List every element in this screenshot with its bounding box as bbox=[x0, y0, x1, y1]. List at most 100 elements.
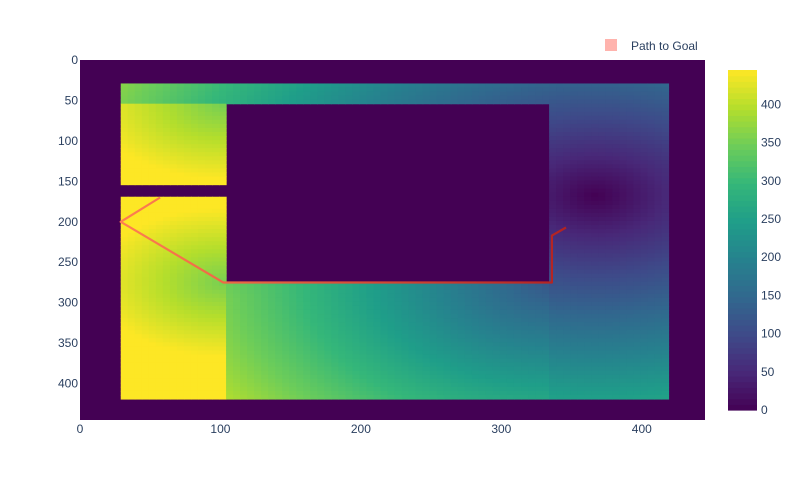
heatmap-cell bbox=[233, 374, 241, 380]
heatmap-cell bbox=[563, 136, 571, 141]
heatmap-cell bbox=[478, 330, 487, 335]
heatmap-cell bbox=[282, 330, 290, 335]
heatmap-cell bbox=[261, 366, 269, 372]
heatmap-cell bbox=[436, 326, 445, 331]
heatmap-cell bbox=[197, 394, 206, 400]
heatmap-cell bbox=[443, 314, 452, 319]
colorbar-band bbox=[728, 75, 757, 82]
heatmap-cell bbox=[120, 285, 129, 291]
heatmap-cell bbox=[120, 132, 129, 137]
heatmap-cell bbox=[190, 386, 199, 392]
heatmap-cell bbox=[261, 338, 269, 343]
heatmap-cell bbox=[190, 289, 199, 295]
heatmap-cell bbox=[373, 322, 382, 327]
heatmap-cell bbox=[521, 374, 529, 380]
heatmap-cell bbox=[303, 293, 311, 299]
heatmap-cell bbox=[612, 301, 620, 307]
heatmap-cell bbox=[626, 220, 634, 226]
heatmap-cell bbox=[535, 338, 543, 343]
heatmap-cell bbox=[212, 322, 220, 327]
heatmap-cell bbox=[654, 208, 663, 214]
heatmap-cell bbox=[633, 160, 641, 165]
heatmap-cell bbox=[584, 249, 592, 254]
heatmap-cell bbox=[141, 350, 150, 356]
heatmap-cell bbox=[247, 358, 255, 364]
heatmap-cell bbox=[499, 362, 508, 368]
heatmap-cell bbox=[654, 115, 663, 121]
heatmap-cell bbox=[640, 188, 649, 194]
heatmap-cell bbox=[464, 390, 473, 396]
heatmap-cell bbox=[190, 354, 199, 360]
heatmap-cell bbox=[148, 386, 157, 392]
heatmap-cell bbox=[162, 225, 171, 230]
heatmap-cell bbox=[640, 111, 649, 117]
heatmap-cell bbox=[176, 314, 185, 319]
heatmap-cell bbox=[127, 241, 136, 246]
heatmap-cell bbox=[155, 208, 164, 214]
heatmap-cell bbox=[120, 208, 129, 214]
heatmap-cell bbox=[366, 394, 375, 400]
heatmap-cell bbox=[127, 220, 136, 226]
heatmap-cell bbox=[436, 382, 445, 388]
heatmap-cell bbox=[513, 334, 522, 339]
heatmap-cell bbox=[633, 144, 641, 149]
heatmap-cell bbox=[120, 350, 129, 356]
heatmap-cell bbox=[521, 301, 529, 307]
heatmap-cell bbox=[148, 277, 157, 283]
heatmap-cell bbox=[528, 91, 536, 97]
heatmap-cell bbox=[148, 103, 157, 109]
heatmap-cell bbox=[640, 95, 649, 101]
heatmap-cell bbox=[457, 390, 466, 396]
heatmap-cell bbox=[247, 326, 255, 331]
heatmap-cell bbox=[626, 95, 634, 101]
heatmap-cell bbox=[162, 119, 171, 125]
heatmap-cell bbox=[190, 261, 199, 267]
heatmap-cell bbox=[183, 176, 192, 182]
heatmap-cell bbox=[240, 326, 248, 331]
heatmap-cell bbox=[422, 289, 431, 295]
heatmap-cell bbox=[345, 386, 354, 392]
heatmap-cell bbox=[338, 293, 347, 299]
heatmap-cell bbox=[324, 354, 332, 360]
legend[interactable]: Path to Goal bbox=[605, 39, 698, 53]
heatmap-cell bbox=[197, 208, 206, 214]
heatmap-cell bbox=[492, 289, 501, 295]
heatmap-cell bbox=[268, 95, 276, 101]
heatmap-cell bbox=[556, 253, 564, 258]
heatmap-cell bbox=[513, 390, 522, 396]
heatmap-cell bbox=[535, 358, 543, 364]
heatmap-cell bbox=[535, 314, 543, 319]
heatmap-cell bbox=[141, 394, 150, 400]
heatmap-cell bbox=[289, 301, 297, 307]
heatmap-cell bbox=[633, 249, 641, 254]
heatmap-cell bbox=[190, 390, 199, 396]
heatmap-cell bbox=[197, 273, 206, 279]
heatmap-cell bbox=[633, 358, 641, 364]
heatmap-cell bbox=[155, 99, 164, 105]
heatmap-cell bbox=[380, 378, 389, 384]
heatmap-cell bbox=[120, 386, 129, 392]
heatmap-cell bbox=[120, 156, 129, 161]
heatmap-cell bbox=[254, 281, 262, 287]
heatmap-cell bbox=[134, 378, 143, 384]
heatmap-cell bbox=[577, 346, 585, 352]
heatmap-cell bbox=[275, 95, 283, 101]
heatmap-cell bbox=[464, 378, 473, 384]
heatmap-cell bbox=[633, 273, 641, 279]
colorbar-band bbox=[728, 81, 757, 88]
heatmap-cell bbox=[415, 285, 424, 291]
heatmap-cell bbox=[134, 366, 143, 372]
heatmap-cell bbox=[570, 330, 578, 335]
heatmap-cell bbox=[584, 132, 592, 137]
heatmap-cell bbox=[485, 390, 494, 396]
legend-swatch-path-to-goal[interactable] bbox=[605, 39, 617, 51]
heatmap-cell bbox=[640, 386, 649, 392]
heatmap-cell bbox=[654, 249, 663, 254]
colorbar-band bbox=[728, 87, 757, 94]
heatmap-cell bbox=[591, 180, 599, 186]
heatmap-cell bbox=[506, 354, 515, 360]
heatmap-cell bbox=[176, 152, 185, 157]
legend-label-path-to-goal[interactable]: Path to Goal bbox=[631, 39, 698, 53]
heatmap-cell bbox=[197, 374, 206, 380]
heatmap-cell bbox=[542, 293, 550, 299]
